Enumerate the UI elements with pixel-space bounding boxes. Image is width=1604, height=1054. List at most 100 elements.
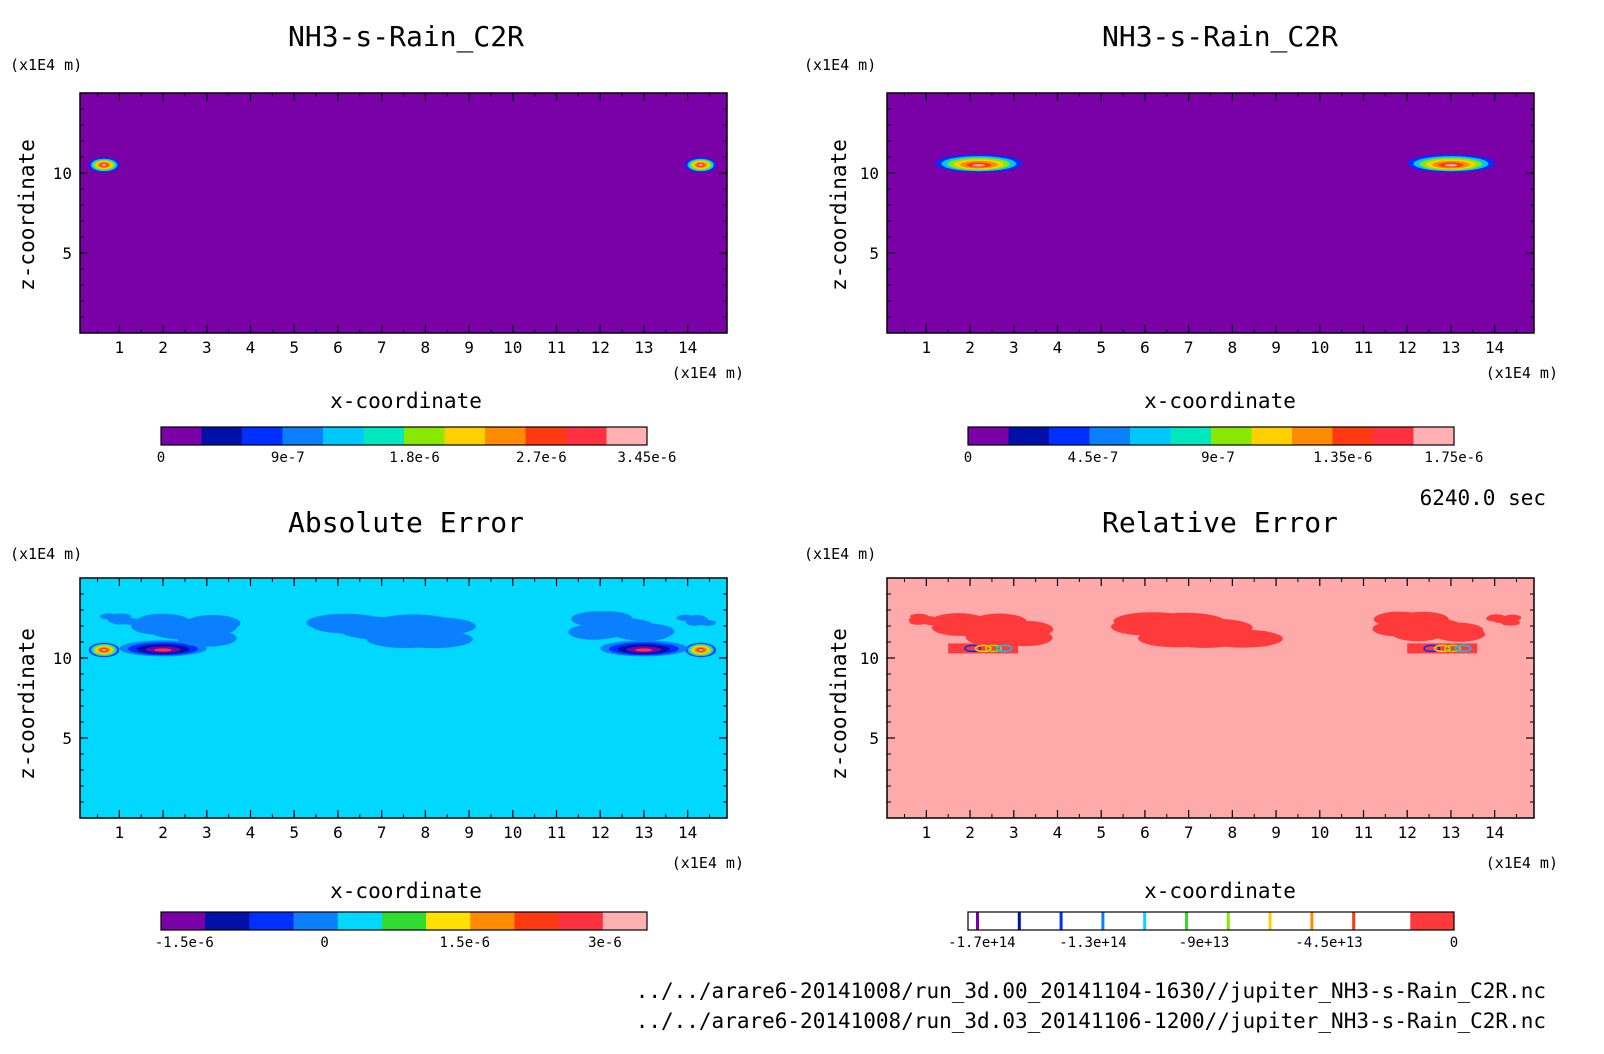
chart-title: NH3-s-Rain_C2R (1102, 20, 1338, 54)
rain-band (1407, 154, 1495, 173)
colorbar-segment (566, 427, 607, 445)
colorbar-tick-label: -1.5e-6 (155, 935, 214, 951)
colorbar-tick-label: 1.35e-6 (1313, 450, 1372, 466)
colorbar-tick-label: -4.5e+13 (1295, 935, 1362, 951)
x-tick-label: 1 (922, 823, 932, 842)
rain-band (119, 640, 207, 657)
x-tick-label: 9 (464, 823, 474, 842)
file-path-2: ../../arare6-20141008/run_3d.03_20141106… (636, 1009, 1546, 1033)
x-axis-title: x-coordinate (1144, 389, 1296, 413)
error-contour-lines (948, 643, 1019, 654)
x-tick-label: 11 (547, 823, 566, 842)
colorbar-tick-label: -1.7e+14 (948, 935, 1015, 951)
error-patch (568, 611, 675, 641)
y-unit-label: (x1E4 m) (10, 56, 82, 74)
x-tick-label: 4 (1053, 823, 1063, 842)
colorbar-segment (1170, 427, 1212, 445)
colorbar-contour-line (1310, 912, 1314, 930)
chart-title: Relative Error (1102, 506, 1338, 539)
y-tick-label: 5 (62, 729, 72, 748)
chart-title: Absolute Error (288, 506, 524, 539)
x-axis-title: x-coordinate (1144, 879, 1296, 903)
colorbar-tick-label: 1.75e-6 (1424, 450, 1483, 466)
colorbar-frame (160, 911, 648, 931)
colorbar-tick-label: -1.3e+14 (1059, 935, 1126, 951)
x-tick-label: 7 (1184, 823, 1194, 842)
plot-background (80, 578, 727, 818)
colorbar-segment (525, 427, 567, 445)
y-tick-label: 5 (869, 729, 879, 748)
y-unit-label: (x1E4 m) (804, 56, 876, 74)
x-tick-label: 7 (377, 823, 387, 842)
colorbar-segment (205, 912, 250, 930)
y-axis-title: z-coordinate (15, 139, 39, 291)
colorbar-segment (558, 912, 604, 930)
y-tick-label: 10 (53, 649, 72, 668)
x-tick-label: 2 (158, 338, 168, 357)
panel-top-right: NH3-s-Rain_C2R (x1E4 m) 1 2 3 4 5 6 7 8 9 10 11 12 1… (804, 20, 1558, 466)
colorbar-frame (160, 426, 648, 446)
rain-blob (685, 157, 717, 173)
chart-title: NH3-s-Rain_C2R (288, 20, 524, 54)
x-tick-label: 8 (1228, 338, 1238, 357)
x-unit-label: (x1E4 m) (672, 854, 744, 872)
colorbar-tick-label: 0 (157, 450, 165, 466)
x-tick-label: 10 (503, 823, 522, 842)
colorbar-segment (381, 912, 427, 930)
error-patch (99, 613, 139, 625)
x-axis-title: x-coordinate (330, 389, 482, 413)
colorbar-frame (967, 911, 1455, 931)
x-tick-label: 12 (1398, 338, 1417, 357)
x-tick-label: 4 (246, 823, 256, 842)
x-axis-title: x-coordinate (330, 879, 482, 903)
colorbar-tick-label: 9e-7 (1201, 450, 1235, 466)
colorbar-contour-line (976, 912, 979, 930)
rain-band (935, 154, 1023, 173)
colorbar-segment (1292, 427, 1333, 445)
x-tick-label: 8 (421, 338, 431, 357)
x-tick-label: 3 (1009, 823, 1019, 842)
colorbar-segment (1049, 427, 1090, 445)
colorbar-segment (1089, 427, 1131, 445)
panel-bottom-right: Relative Error (x1E4 m) 1 2 3 4 5 6 7 8 9 10 11 12 1… (804, 506, 1558, 951)
x-tick-label: 11 (1354, 823, 1373, 842)
colorbar-segment (337, 912, 383, 930)
x-tick-label: 12 (591, 823, 610, 842)
colorbar-segment (968, 427, 1009, 445)
x-unit-label: (x1E4 m) (1486, 364, 1558, 382)
colorbar-segment (1130, 427, 1171, 445)
x-tick-label: 2 (965, 338, 975, 357)
x-tick-label: 13 (634, 823, 653, 842)
x-tick-label: 3 (202, 823, 212, 842)
colorbar-segment (1211, 427, 1252, 445)
rain-blob (88, 642, 120, 658)
rain-blob (88, 157, 120, 173)
colorbar-tick-label: 0 (320, 935, 328, 951)
x-tick-label: 4 (246, 338, 256, 357)
colorbar-segment (323, 427, 364, 445)
x-tick-label: 5 (289, 338, 299, 357)
colorbar-segment (444, 427, 486, 445)
x-tick-label: 6 (333, 823, 343, 842)
colorbar-background (968, 912, 1454, 930)
colorbar-segment (485, 427, 526, 445)
x-tick-label: 14 (678, 823, 697, 842)
y-axis-title: z-coordinate (827, 139, 851, 291)
x-tick-label: 3 (1009, 338, 1019, 357)
x-unit-label: (x1E4 m) (672, 364, 744, 382)
colorbar-contour-line (1143, 912, 1147, 930)
error-patch (1372, 611, 1486, 642)
error-patch (676, 614, 717, 626)
x-tick-label: 13 (634, 338, 653, 357)
x-tick-label: 6 (333, 338, 343, 357)
x-tick-label: 14 (678, 338, 697, 357)
x-tick-label: 6 (1140, 338, 1150, 357)
colorbar-tick-label: 0 (1450, 935, 1458, 951)
y-tick-label: 5 (869, 244, 879, 263)
y-unit-label: (x1E4 m) (804, 545, 876, 563)
colorbar-segment (242, 427, 283, 445)
colorbar-segment (201, 427, 243, 445)
x-tick-label: 13 (1441, 823, 1460, 842)
x-tick-label: 10 (503, 338, 522, 357)
y-tick-label: 10 (860, 164, 879, 183)
